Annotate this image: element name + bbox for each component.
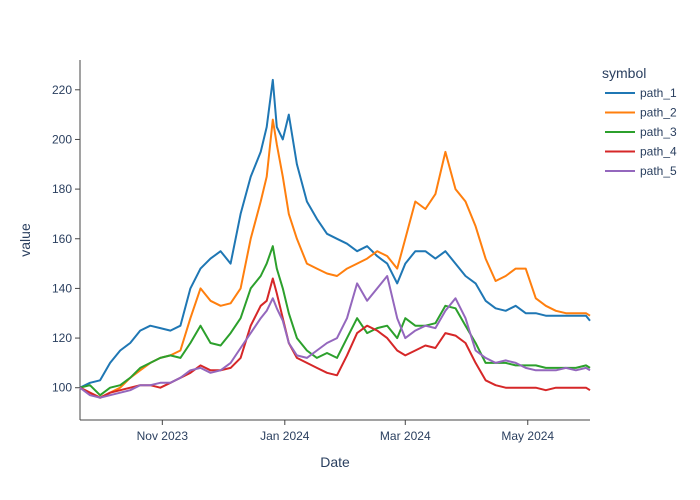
series-layer	[79, 78, 591, 399]
legend-label: path_5	[640, 164, 677, 178]
x-tick-label: May 2024	[501, 429, 554, 443]
series-line-path_5	[79, 275, 591, 399]
y-tick-label: 180	[52, 182, 72, 196]
legend-label: path_3	[640, 125, 677, 139]
y-tick-label: 160	[52, 232, 72, 246]
legend-item-path_4[interactable]: path_4	[605, 145, 677, 159]
y-tick-label: 100	[52, 381, 72, 395]
y-tick-label: 140	[52, 281, 72, 295]
legend-label: path_1	[640, 86, 677, 100]
series-line-path_3	[79, 245, 591, 397]
legend-item-path_2[interactable]: path_2	[605, 106, 677, 120]
legend-item-path_1[interactable]: path_1	[605, 86, 677, 100]
legend-label: path_4	[640, 145, 677, 159]
x-tick-label: Mar 2024	[380, 429, 431, 443]
axes: 100 120 140 160 180 200 220 Nov 2023 Jan 2024 Mar…	[52, 60, 590, 443]
legend[interactable]: path_1 path_2 path_3 path_4 path_5	[605, 86, 677, 178]
y-axis-title: value	[17, 223, 33, 257]
y-tick-label: 120	[52, 331, 72, 345]
x-axis-title: Date	[320, 454, 350, 470]
y-tick-label: 200	[52, 132, 72, 146]
legend-label: path_2	[640, 106, 677, 120]
series-line-path_1	[79, 78, 591, 389]
legend-item-path_3[interactable]: path_3	[605, 125, 677, 139]
x-tick-label: Nov 2023	[137, 429, 189, 443]
legend-item-path_5[interactable]: path_5	[605, 164, 677, 178]
y-tick-label: 220	[52, 83, 72, 97]
x-tick-label: Jan 2024	[260, 429, 310, 443]
legend-title: symbol	[602, 65, 646, 81]
